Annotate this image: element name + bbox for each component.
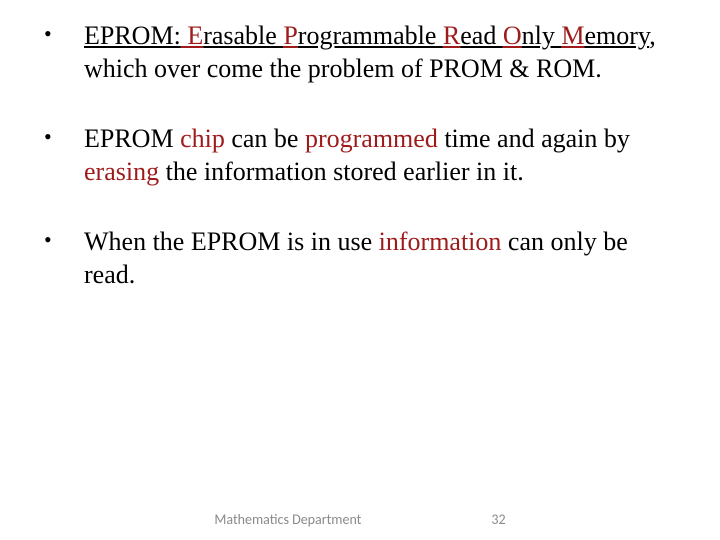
bullet-content-3: When the EPROM is in use information can…: [84, 226, 676, 291]
slide: • EPROM: Erasable Programmable Read Only…: [0, 0, 720, 540]
term-eprom: EPROM:: [84, 21, 181, 50]
text-chip: chip: [180, 124, 225, 153]
letter-p: P: [283, 21, 297, 50]
footer-department: Mathematics Department: [214, 511, 361, 528]
letter-e: E: [181, 21, 203, 50]
bullet-content-1: EPROM: Erasable Programmable Read Only M…: [84, 20, 676, 85]
text-seg: When the EPROM is in use: [84, 227, 379, 256]
letter-r: R: [443, 21, 460, 50]
slide-footer: Mathematics Department 32: [0, 511, 720, 528]
text-seg: ead: [460, 21, 503, 50]
letter-m: M: [561, 21, 584, 50]
bullet-item-2: • EPROM chip can be programmed time and …: [44, 123, 676, 188]
footer-page-number: 32: [491, 511, 505, 528]
bullet-content-2: EPROM chip can be programmed time and ag…: [84, 123, 676, 188]
text-information: information: [379, 227, 502, 256]
letter-o: O: [503, 21, 522, 50]
text-programmed: programmed: [305, 124, 438, 153]
bullet-marker-icon: •: [44, 20, 84, 85]
text-seg: EPROM: [84, 124, 180, 153]
bullet-list: • EPROM: Erasable Programmable Read Only…: [44, 20, 676, 291]
text-erasing: erasing: [84, 157, 159, 186]
text-seg: the information stored earlier in it.: [159, 157, 524, 186]
text-seg: rogrammable: [298, 21, 443, 50]
bullet-marker-icon: •: [44, 123, 84, 188]
text-seg: time and again by: [438, 124, 630, 153]
bullet-item-1: • EPROM: Erasable Programmable Read Only…: [44, 20, 676, 85]
bullet-item-3: • When the EPROM is in use information c…: [44, 226, 676, 291]
text-seg: rasable: [203, 21, 283, 50]
text-seg: can be: [225, 124, 305, 153]
text-seg: nly: [522, 21, 562, 50]
text-seg: emory: [584, 21, 649, 50]
bullet-marker-icon: •: [44, 226, 84, 291]
